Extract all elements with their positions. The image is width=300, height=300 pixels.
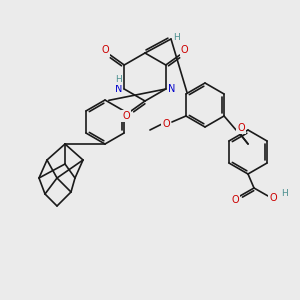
Text: H: H — [115, 76, 122, 85]
Text: H: H — [174, 32, 180, 41]
Text: H: H — [280, 190, 287, 199]
Text: O: O — [181, 45, 189, 55]
Text: O: O — [237, 123, 245, 133]
Text: N: N — [168, 84, 176, 94]
Text: N: N — [115, 84, 122, 94]
Text: O: O — [269, 193, 277, 203]
Text: O: O — [162, 119, 170, 129]
Text: O: O — [231, 195, 239, 205]
Text: O: O — [122, 111, 130, 121]
Text: O: O — [101, 45, 109, 55]
